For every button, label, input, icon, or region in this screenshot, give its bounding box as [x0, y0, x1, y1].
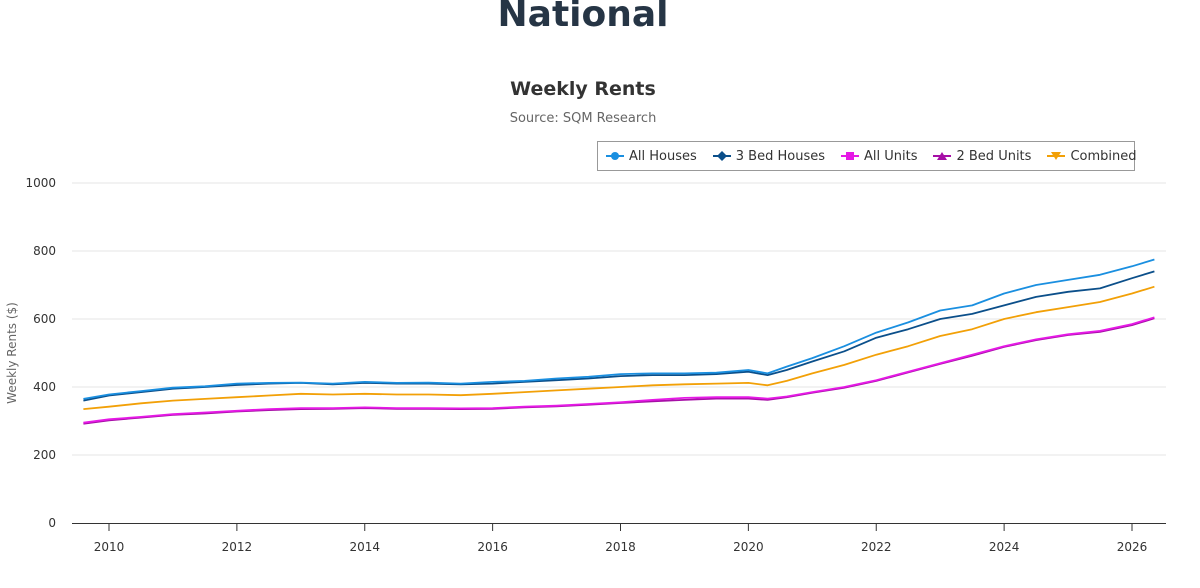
y-axis-title: Weekly Rents ($) [5, 302, 19, 404]
chart-subtitle: Source: SQM Research [509, 111, 657, 126]
legend-label: 2 Bed Units [956, 148, 1032, 164]
x-tick-label: 2012 [222, 540, 253, 554]
y-tick-label: 800 [33, 244, 56, 258]
x-tick-label: 2022 [861, 540, 892, 554]
legend-label: All Units [863, 148, 918, 164]
x-tick-label: 2014 [349, 540, 380, 554]
legend-label: 3 Bed Houses [735, 148, 825, 164]
y-tick-label: 1000 [25, 176, 56, 190]
triangle-down-marker-icon [1047, 152, 1066, 160]
legend-item-combined[interactable]: Combined [1047, 148, 1137, 164]
legend-item-all-units[interactable]: All Units [840, 148, 918, 164]
series-line-3-bed-houses [83, 270, 1155, 402]
legend-label: Combined [1070, 148, 1137, 164]
triangle-marker-icon [933, 152, 952, 160]
x-tick-label: 2018 [605, 540, 636, 554]
square-marker-icon [840, 152, 859, 160]
y-tick-label: 400 [33, 380, 56, 394]
y-tick-label: 600 [33, 312, 56, 326]
legend-label: All Houses [629, 148, 697, 164]
legend-item-2-bed-units[interactable]: 2 Bed Units [933, 149, 1031, 164]
legend-item-all-houses[interactable]: All Houses [606, 149, 697, 164]
series-line-2-bed-units [83, 317, 1155, 425]
diamond-marker-icon [712, 151, 731, 161]
chart-title: Weekly Rents [510, 78, 656, 100]
x-tick-label: 2026 [1117, 540, 1148, 554]
page-title: National [497, 0, 669, 35]
series-line-combined [83, 285, 1155, 410]
y-tick-label: 200 [33, 448, 56, 462]
legend-item-3-bed-houses[interactable]: 3 Bed Houses [712, 148, 825, 164]
x-tick-label: 2024 [989, 540, 1020, 554]
x-tick-label: 2016 [477, 540, 508, 554]
y-tick-label: 0 [48, 516, 56, 530]
series-line-all-units [83, 316, 1155, 424]
x-tick-label: 2020 [733, 540, 764, 554]
chart-legend: All Houses 3 Bed Houses All Units 2 Bed … [597, 141, 1137, 171]
circle-marker-icon [606, 152, 624, 160]
series-line-all-houses [83, 258, 1155, 400]
x-tick-label: 2010 [94, 540, 125, 554]
